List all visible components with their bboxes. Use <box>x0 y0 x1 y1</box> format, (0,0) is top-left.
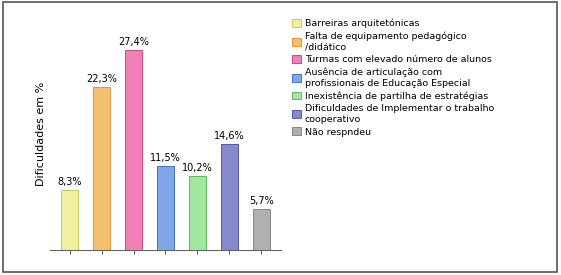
Text: 10,2%: 10,2% <box>182 163 213 173</box>
Bar <box>125 50 142 250</box>
Bar <box>252 209 270 250</box>
Bar <box>188 176 206 250</box>
Text: 8,3%: 8,3% <box>57 177 82 187</box>
Text: 22,3%: 22,3% <box>86 75 117 84</box>
Text: 14,6%: 14,6% <box>214 131 245 141</box>
Bar <box>220 144 238 250</box>
Text: 11,5%: 11,5% <box>150 153 181 163</box>
Bar <box>157 166 174 250</box>
Bar <box>61 190 79 250</box>
Text: 27,4%: 27,4% <box>118 37 149 47</box>
Y-axis label: Dificuldades em %: Dificuldades em % <box>36 81 47 186</box>
Legend: Barreiras arquitetónicas, Falta de equipamento pedagógico
/didático, Turmas com : Barreiras arquitetónicas, Falta de equip… <box>290 16 496 138</box>
Bar <box>93 87 111 250</box>
Text: 5,7%: 5,7% <box>249 196 274 206</box>
